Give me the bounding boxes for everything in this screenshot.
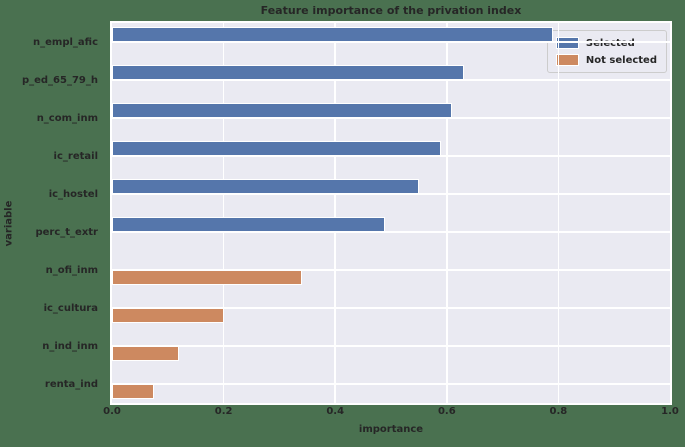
x-tick-label: 0.6 — [437, 406, 456, 417]
bar-n_ofi_inm — [112, 270, 302, 285]
legend-item-not-selected: Not selected — [555, 54, 657, 66]
y-tick-label-ic_hostel: ic_hostel — [48, 188, 98, 200]
bar-ic_hostel — [112, 178, 419, 194]
bar-n_ind_inm — [112, 346, 179, 361]
y-tick-label-n_ind_inm: n_ind_inm — [42, 340, 98, 352]
x-tick-label: 0.4 — [326, 406, 345, 417]
x-tick-label: 1.0 — [661, 406, 679, 417]
gridline-horizontal — [112, 307, 670, 309]
gridline-horizontal — [112, 193, 670, 195]
legend-label: Selected — [585, 37, 635, 49]
bar-perc_t_extr — [112, 216, 386, 232]
selected-series-swatch — [555, 37, 579, 49]
bar-ic_cultura — [112, 308, 224, 323]
gridline-horizontal — [112, 231, 670, 233]
y-tick-label-renta_ind: renta_ind — [44, 378, 98, 390]
chart-title: Feature importance of the privation inde… — [260, 4, 522, 17]
plot-area: Selected Not selected — [110, 21, 672, 405]
y-tick-label-ic_retail: ic_retail — [53, 150, 98, 162]
gridline-horizontal — [112, 383, 670, 385]
not-selected-series-swatch — [555, 54, 579, 66]
gridline-horizontal — [112, 269, 670, 271]
gridline-horizontal — [112, 41, 670, 43]
bar-ic_retail — [112, 140, 442, 156]
legend-item-selected: Selected — [555, 37, 657, 49]
y-tick-label-n_empl_afic: n_empl_afic — [33, 36, 98, 48]
gridline-horizontal — [112, 117, 670, 119]
gridline-vertical — [557, 23, 560, 403]
legend-label: Not selected — [585, 54, 657, 66]
x-tick-label: 0.2 — [214, 406, 233, 417]
y-tick-label-ic_cultura: ic_cultura — [43, 302, 98, 314]
x-tick-label: 0.8 — [549, 406, 568, 417]
gridline-horizontal — [112, 79, 670, 81]
x-axis-label: importance — [358, 424, 424, 435]
legend: Selected Not selected — [546, 30, 667, 73]
gridline-vertical — [446, 23, 448, 403]
y-tick-label-n_com_inm: n_com_inm — [36, 112, 98, 124]
gridline-vertical — [334, 23, 336, 403]
bar-renta_ind — [112, 384, 154, 399]
y-tick-label-perc_t_extr: perc_t_extr — [35, 226, 98, 238]
x-tick-label: 0.0 — [103, 406, 121, 417]
gridline-horizontal — [112, 155, 670, 157]
y-tick-label-p_ed_65_79_h: p_ed_65_79_h — [21, 74, 98, 86]
gridline-vertical — [222, 23, 225, 403]
y-tick-label-n_ofi_inm: n_ofi_inm — [45, 264, 98, 276]
bar-n_empl_afic — [112, 26, 553, 42]
bar-n_com_inm — [112, 102, 453, 118]
bar-p_ed_65_79_h — [112, 64, 464, 80]
gridline-horizontal — [112, 345, 670, 347]
